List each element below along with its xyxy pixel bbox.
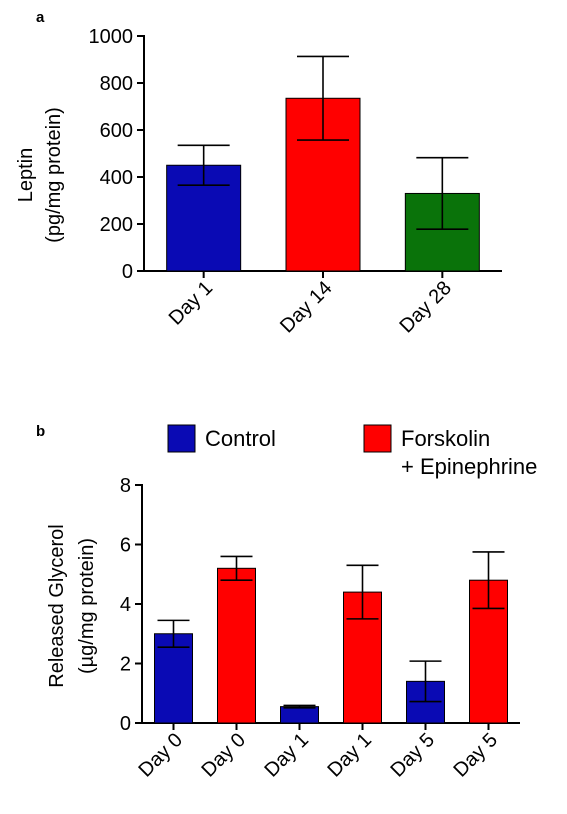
legend-swatch-control (167, 424, 196, 453)
y-tick-label: 200 (100, 214, 133, 236)
legend-label-forskolin-line1: Forskolin (401, 426, 490, 451)
panel-letter-b: b (36, 423, 45, 440)
legend-label-control: Control (205, 426, 276, 451)
ylabel-a-line2: (pg/mg protein) (43, 107, 65, 243)
legend-b: Control Forskolin + Epinephrine (167, 424, 537, 479)
y-tick-label: 2 (120, 654, 131, 676)
y-tick-label: 0 (122, 261, 133, 283)
y-tick-label: 8 (120, 475, 131, 497)
ylabel-b-line1: Released Glycerol (46, 524, 68, 687)
x-category-label: Day 5 (387, 729, 440, 782)
legend-label-forskolin-line2: + Epinephrine (401, 454, 537, 479)
x-category-label: Day 1 (324, 729, 377, 782)
x-category-label: Day 1 (261, 729, 314, 782)
panel-a: a Leptin (pg/mg protein) 0 200 400 600 800 10… (15, 9, 502, 337)
panel-letter-a: a (36, 9, 45, 26)
x-category-label: Day 1 (165, 277, 218, 330)
x-category-label: Day 28 (395, 277, 455, 337)
ylabel-b-line2: (µg/mg protein) (76, 538, 98, 674)
y-tick-label: 800 (100, 73, 133, 95)
bar (154, 633, 193, 724)
bar (280, 706, 319, 724)
y-tick-label: 600 (100, 120, 133, 142)
x-category-label: Day 14 (276, 277, 336, 337)
panel-b: b Released Glycerol (µg/mg protein) Cont… (36, 423, 537, 781)
x-category-label: Day 0 (135, 729, 188, 782)
y-tick-label: 4 (120, 594, 131, 616)
x-category-label: Day 0 (198, 729, 251, 782)
y-tick-label: 1000 (89, 26, 134, 48)
bar (217, 567, 256, 724)
ylabel-a-line1: Leptin (15, 148, 37, 203)
x-category-label: Day 5 (450, 729, 503, 782)
y-tick-label: 0 (120, 713, 131, 735)
y-tick-label: 400 (100, 167, 133, 189)
legend-swatch-forskolin (363, 424, 392, 453)
plot-area-a: 0 200 400 600 800 1000 Day 1 Day 14 Day 28 (89, 26, 502, 337)
y-tick-label: 6 (120, 535, 131, 557)
